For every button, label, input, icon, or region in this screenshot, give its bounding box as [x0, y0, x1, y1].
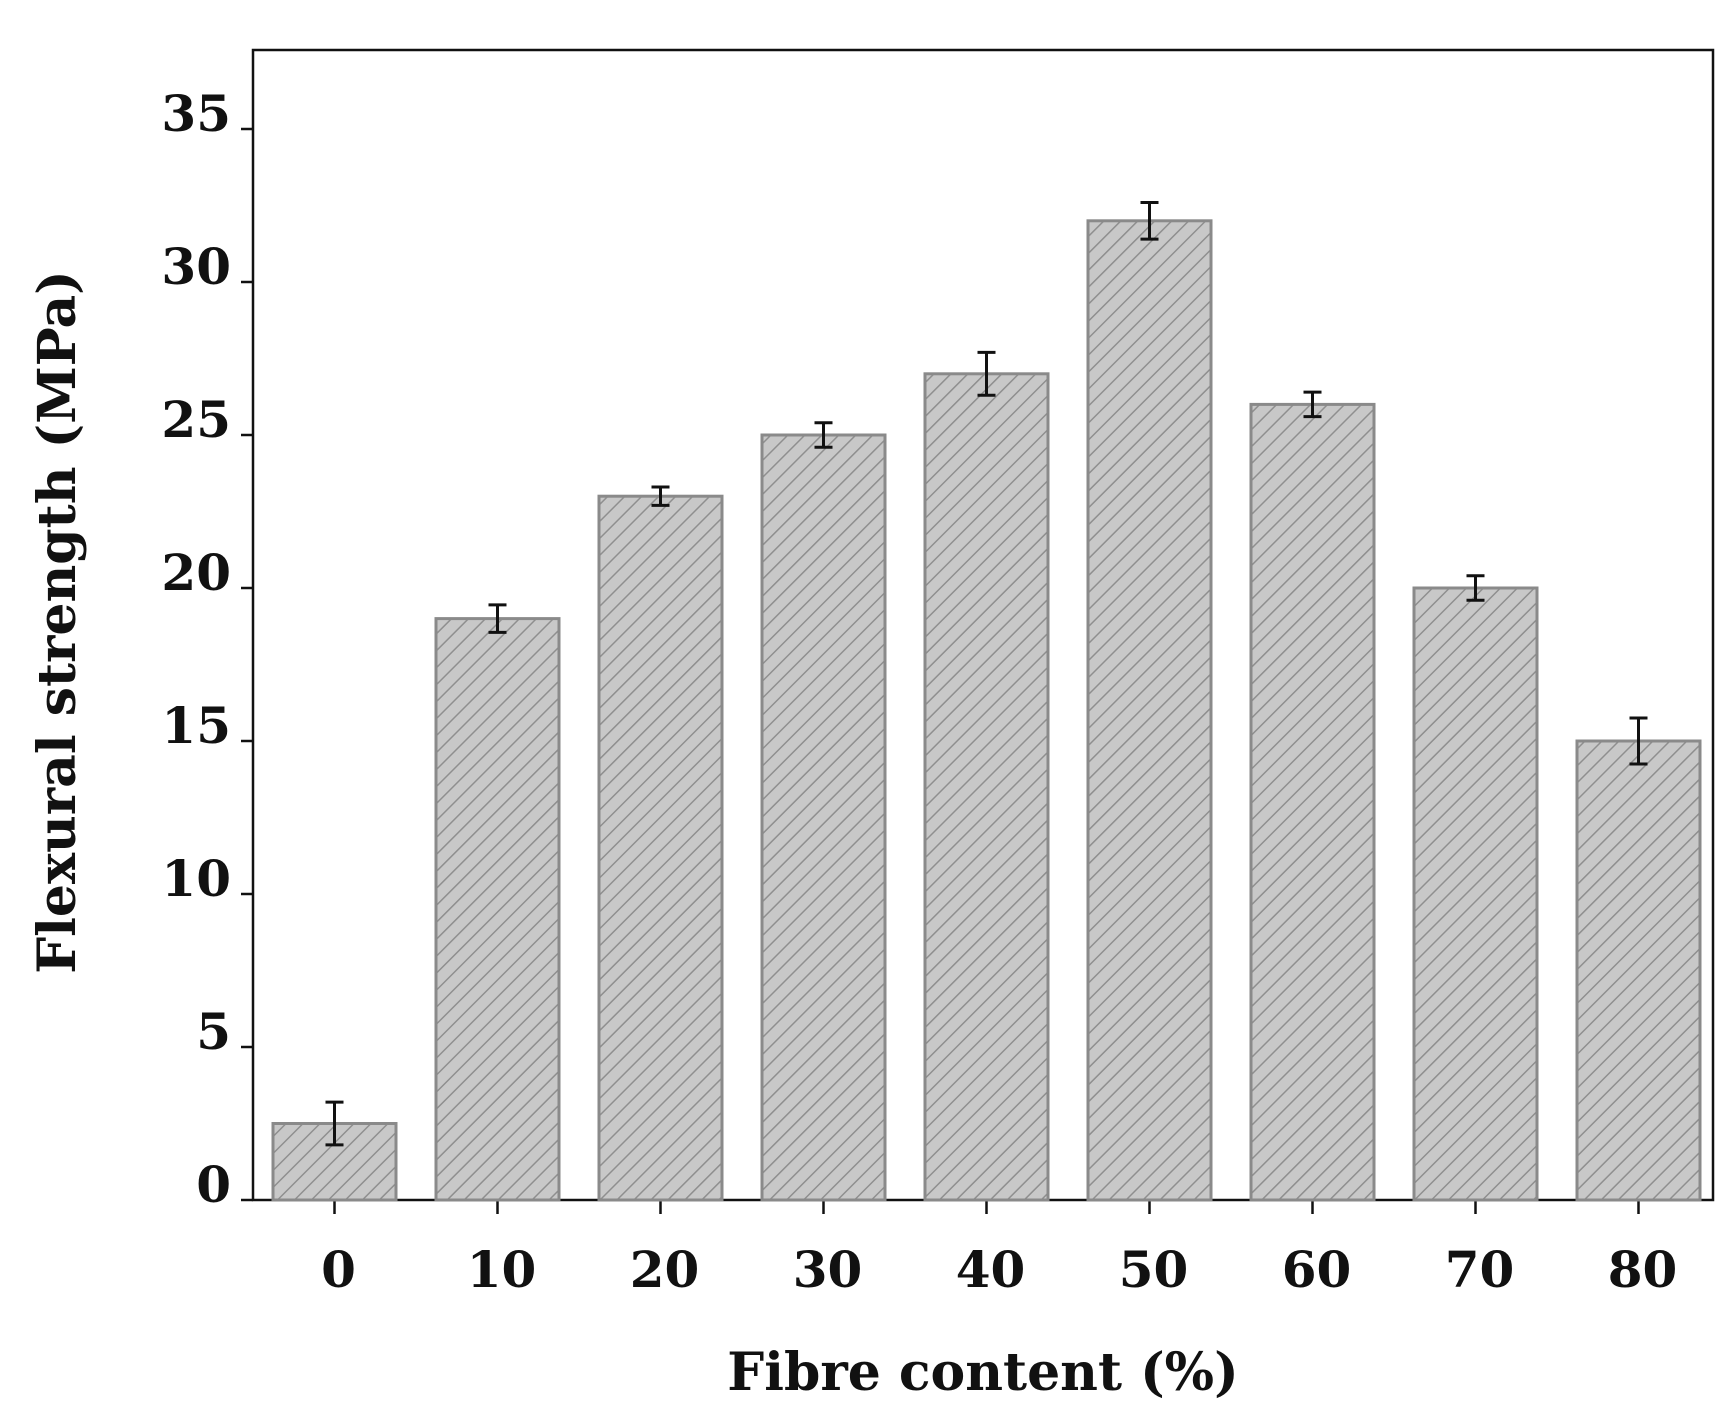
- bar: [760, 433, 887, 1202]
- error-bars: [325, 200, 1648, 1147]
- bar: [597, 494, 724, 1202]
- bar: [1412, 586, 1539, 1202]
- x-tick-label: 10: [467, 1240, 537, 1299]
- error-bar: [814, 421, 833, 449]
- error-bar: [488, 603, 507, 634]
- error-bar: [977, 350, 996, 397]
- bar: [1249, 402, 1376, 1202]
- x-tick-label: 0: [321, 1240, 356, 1299]
- error-bar: [325, 1100, 344, 1147]
- y-tick-label: 0: [196, 1155, 231, 1214]
- error-bar: [1466, 574, 1485, 602]
- y-tick-label: 30: [161, 237, 231, 296]
- bars: [271, 219, 1702, 1202]
- x-tick-label: 50: [1119, 1240, 1189, 1299]
- y-axis-title: Flexural strength (MPa): [27, 270, 88, 974]
- x-tick-label: 80: [1608, 1240, 1678, 1299]
- x-tick-label: 60: [1282, 1240, 1352, 1299]
- y-tick-label: 35: [161, 84, 231, 143]
- x-tick-label: 30: [793, 1240, 863, 1299]
- y-tick-label: 10: [161, 849, 231, 908]
- error-bar: [1629, 716, 1648, 766]
- bar: [923, 372, 1050, 1202]
- x-axis-title: Fibre content (%): [727, 1342, 1238, 1401]
- x-tick-label: 20: [630, 1240, 700, 1299]
- x-tick-label: 40: [956, 1240, 1026, 1299]
- error-bar: [651, 485, 670, 507]
- x-tick-label: 70: [1445, 1240, 1515, 1299]
- error-bar: [1303, 390, 1322, 419]
- y-tick-label: 5: [196, 1002, 231, 1061]
- y-tick-label: 20: [161, 543, 231, 602]
- bar: [1575, 739, 1702, 1202]
- y-tick-label: 15: [161, 696, 231, 755]
- bar: [1086, 219, 1213, 1202]
- bar: [434, 617, 561, 1202]
- error-bar: [1140, 200, 1159, 241]
- y-axis: 0 5 10 15 20 25 30 35: [161, 84, 253, 1214]
- y-tick-label: 25: [161, 390, 231, 449]
- x-axis: 0 10 20 30 40 50 60 70 80: [321, 1200, 1677, 1299]
